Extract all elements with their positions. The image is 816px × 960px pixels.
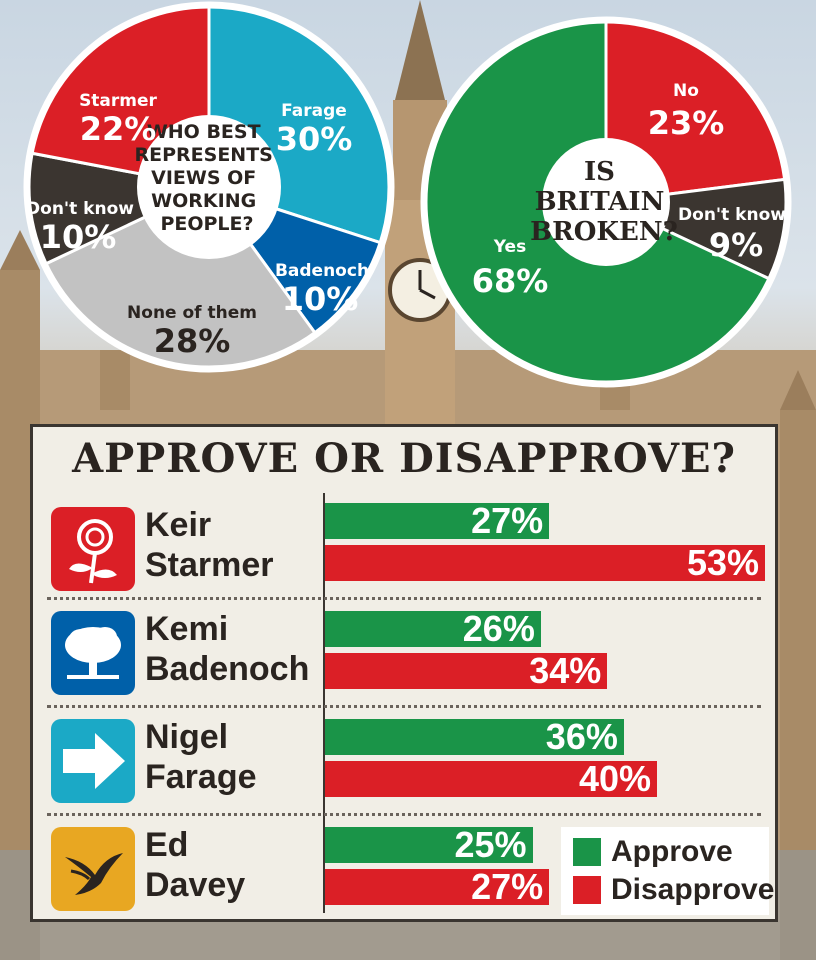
slice-value-badenoch: 10%: [282, 280, 359, 318]
slice-label-yes: Yes: [493, 237, 526, 257]
pie-title-line: BRITAIN: [535, 187, 665, 217]
politician-first-name: Keir: [145, 506, 212, 544]
legend-item-approve: Approve: [573, 835, 733, 869]
slice-value-starmer: 22%: [80, 110, 157, 148]
labour-rose-icon: [51, 507, 135, 591]
politician-last-name: Davey: [145, 866, 246, 904]
approve-disapprove-panel: APPROVE OR DISAPPROVE? Keir Starmer 27% …: [30, 424, 778, 922]
pie-center-hole: [137, 115, 281, 259]
disapprove-value: 34%: [529, 650, 602, 691]
slice-value-farage: 30%: [276, 120, 353, 158]
approve-value: 36%: [545, 716, 618, 757]
politician-last-name: Starmer: [145, 546, 274, 584]
approve-value: 26%: [462, 608, 535, 649]
disapprove-value: 53%: [686, 542, 759, 583]
pie-title-line: WORKING: [151, 190, 256, 212]
pie-title-line: VIEWS OF: [151, 167, 256, 189]
slice-value-no: 23%: [648, 104, 725, 142]
chart-legend: Approve Disapprove: [561, 827, 774, 915]
pie-center-hole: [542, 138, 670, 266]
legend-label-approve: Approve: [611, 835, 733, 868]
pie-chart-britain-broken: IS BRITAIN BROKEN? No 23% Don't know 9% …: [420, 16, 792, 388]
slice-label-no: No: [673, 81, 699, 101]
disapprove-bar: 53%: [325, 542, 765, 583]
disapprove-bar: 34%: [325, 650, 608, 691]
row-divider: [47, 705, 761, 708]
pie-title-line: REPRESENTS: [135, 144, 273, 166]
slice-value-dont-know: 9%: [709, 226, 763, 264]
row-divider: [47, 597, 761, 600]
legend-label-disapprove: Disapprove: [611, 873, 775, 906]
approve-bar: 36%: [325, 716, 624, 757]
slice-label-farage: Farage: [281, 101, 347, 121]
politician-first-name: Nigel: [145, 718, 229, 756]
slice-value-dont-know: 10%: [40, 218, 117, 256]
politician-row-badenoch: Kemi Badenoch 26% 34%: [33, 603, 775, 713]
pie-title-line: IS: [584, 157, 615, 187]
approve-bar: 26%: [325, 608, 541, 649]
pie-outline: [420, 16, 792, 388]
svg-text:WHO BEST REPRESENTS: WHO BEST REPRESENTS VIEWS OF WORKING PEO…: [135, 121, 280, 235]
conservative-tree-icon: [51, 611, 135, 695]
bar-axis-line: [323, 493, 325, 913]
reform-arrow-icon: [51, 719, 135, 803]
approve-bar: 25%: [325, 824, 533, 865]
politician-row-starmer: Keir Starmer 27% 53%: [33, 495, 775, 605]
pie-title-line: BROKEN?: [530, 217, 678, 247]
slice-label-badenoch: Badenoch: [275, 261, 369, 281]
politician-row-farage: Nigel Farage 36% 40%: [33, 711, 775, 821]
disapprove-value: 40%: [579, 758, 652, 799]
disapprove-bar: 27%: [325, 866, 550, 907]
approve-value: 25%: [454, 824, 527, 865]
panel-title: APPROVE OR DISAPPROVE?: [72, 435, 736, 482]
approve-value: 27%: [471, 500, 544, 541]
pie-outline: [23, 1, 395, 373]
slice-value-yes: 68%: [472, 262, 549, 300]
disapprove-bar: 40%: [325, 758, 658, 799]
legend-swatch-disapprove: [573, 876, 601, 904]
politician-last-name: Farage: [145, 758, 257, 796]
slice-label-starmer: Starmer: [79, 91, 157, 111]
politician-last-name: Badenoch: [145, 650, 310, 688]
slice-label-none: None of them: [127, 303, 257, 323]
slice-label-dont-know: Don't know: [678, 205, 786, 225]
approve-bar: 27%: [325, 500, 550, 541]
slice-label-dont-know: Don't know: [26, 199, 134, 219]
pie-title-line: WHO BEST: [147, 121, 261, 143]
pie-title-line: PEOPLE?: [160, 213, 253, 235]
legend-item-disapprove: Disapprove: [573, 873, 774, 907]
politician-first-name: Ed: [145, 826, 189, 864]
libdem-bird-icon: [51, 827, 135, 911]
politician-first-name: Kemi: [145, 610, 229, 648]
politician-row-davey: Ed Davey 25% 27%: [33, 819, 775, 929]
legend-swatch-approve: [573, 838, 601, 866]
pie-chart-working-people: WHO BEST REPRESENTS VIEWS OF WORKING PEO…: [23, 1, 395, 373]
disapprove-value: 27%: [471, 866, 544, 907]
slice-value-none: 28%: [154, 322, 231, 360]
row-divider: [47, 813, 761, 816]
svg-text:IS BRITAIN BROKEN?: IS BRITAIN BROKEN?: [530, 157, 678, 247]
